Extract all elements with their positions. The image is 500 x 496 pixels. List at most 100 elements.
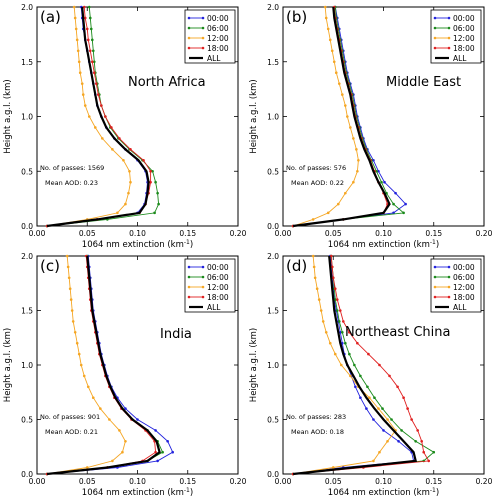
data-point-1200 bbox=[91, 396, 95, 400]
data-point-1200 bbox=[118, 429, 121, 432]
data-point-1800 bbox=[406, 407, 409, 410]
data-point-0600 bbox=[88, 16, 92, 20]
legend-marker bbox=[433, 46, 437, 50]
x-tick-label: 0.00 bbox=[275, 477, 292, 486]
data-point-0000 bbox=[156, 459, 159, 463]
data-point-1200 bbox=[86, 385, 90, 389]
legend-label: 06:00 bbox=[453, 24, 475, 33]
legend-marker bbox=[447, 275, 451, 279]
data-point-1800 bbox=[378, 363, 381, 367]
data-point-1800 bbox=[333, 287, 337, 291]
data-point-1200 bbox=[386, 440, 389, 443]
x-tick-label: 0.20 bbox=[476, 229, 493, 238]
data-point-0000 bbox=[359, 396, 362, 400]
y-tick-label: 0.5 bbox=[267, 167, 279, 176]
data-point-1200 bbox=[127, 191, 130, 195]
data-point-1200 bbox=[85, 466, 89, 469]
x-tick-label: 0.20 bbox=[476, 477, 493, 486]
series-line-ALL bbox=[46, 255, 161, 476]
data-point-0600 bbox=[353, 363, 356, 367]
legend-box bbox=[430, 258, 482, 313]
y-axis-label: Height a.g.l. (km) bbox=[249, 328, 259, 402]
data-point-0000 bbox=[166, 440, 169, 443]
data-point-1200 bbox=[319, 309, 323, 312]
data-point-1200 bbox=[72, 5, 76, 9]
y-tick-label: 1.0 bbox=[267, 361, 279, 370]
data-point-1200 bbox=[330, 49, 334, 53]
data-point-1200 bbox=[111, 148, 114, 151]
y-axis-label: Height a.g.l. (km) bbox=[249, 79, 259, 153]
panel-b: 0.00 0.05 0.10 0.15 0.20 0.0 0.5 1.0 1.5 2.0 1064 … bbox=[249, 3, 493, 250]
legend-label: ALL bbox=[453, 303, 467, 312]
x-tick-label: 0.05 bbox=[79, 477, 96, 486]
data-point-1200 bbox=[326, 27, 330, 31]
legend-label: 00:00 bbox=[207, 263, 229, 272]
legend-marker bbox=[447, 295, 451, 299]
data-point-1800 bbox=[427, 459, 431, 463]
x-tick-label: 0.10 bbox=[129, 477, 146, 486]
data-point-1200 bbox=[317, 298, 321, 301]
data-point-1200 bbox=[77, 60, 81, 64]
data-point-1200 bbox=[331, 466, 335, 469]
data-point-1200 bbox=[99, 407, 102, 410]
data-point-1200 bbox=[74, 27, 78, 31]
data-point-0600 bbox=[373, 396, 376, 400]
data-point-1200 bbox=[349, 374, 352, 378]
legend-marker bbox=[433, 285, 437, 289]
legend-marker bbox=[201, 46, 205, 50]
data-point-1200 bbox=[108, 418, 111, 421]
x-tick-label: 0.00 bbox=[29, 229, 46, 238]
passes-label: No. of passes: 283 bbox=[286, 413, 346, 421]
aod-label: Mean AOD: 0.21 bbox=[45, 428, 98, 436]
data-point-0600 bbox=[359, 374, 362, 378]
data-point-1800 bbox=[410, 418, 413, 421]
series-line-0600 bbox=[293, 255, 435, 475]
data-point-1200 bbox=[386, 418, 389, 421]
y-tick-label: 2.0 bbox=[267, 3, 279, 12]
data-point-1800 bbox=[367, 352, 370, 356]
legend-label: 12:00 bbox=[453, 34, 475, 43]
data-point-1800 bbox=[97, 93, 100, 96]
legend-marker bbox=[433, 295, 437, 299]
data-point-1800 bbox=[416, 429, 419, 432]
legend-marker bbox=[187, 26, 191, 30]
legend-marker bbox=[201, 275, 205, 279]
data-point-1200 bbox=[75, 38, 79, 42]
data-point-1800 bbox=[329, 254, 333, 258]
series-line-1200 bbox=[46, 6, 131, 227]
data-point-1200 bbox=[352, 137, 355, 140]
y-tick-label: 1.0 bbox=[21, 113, 33, 122]
series-line-0000 bbox=[293, 6, 407, 227]
legend-box bbox=[184, 9, 236, 64]
series-line-ALL bbox=[46, 6, 150, 228]
data-point-1200 bbox=[121, 450, 124, 454]
y-tick-label: 0.5 bbox=[21, 167, 33, 176]
series-line-ALL bbox=[292, 6, 391, 228]
x-axis-label: 1064 nm extinction (km-1) bbox=[82, 487, 193, 496]
data-point-0000 bbox=[397, 440, 400, 443]
data-point-1200 bbox=[356, 169, 359, 173]
data-point-0000 bbox=[394, 191, 397, 195]
legend-label: 12:00 bbox=[453, 283, 475, 292]
data-point-0000 bbox=[340, 341, 344, 345]
data-point-1800 bbox=[104, 115, 107, 118]
data-point-1200 bbox=[337, 82, 341, 85]
data-point-1200 bbox=[352, 180, 355, 184]
legend-label: 06:00 bbox=[207, 273, 229, 282]
legend-label: 06:00 bbox=[207, 24, 229, 33]
y-tick-label: 2.0 bbox=[21, 252, 33, 261]
data-point-0600 bbox=[156, 191, 159, 195]
legend-marker bbox=[433, 36, 437, 40]
y-tick-label: 0.0 bbox=[21, 222, 33, 231]
data-point-1800 bbox=[420, 440, 423, 443]
data-point-1800 bbox=[110, 126, 113, 129]
data-point-1800 bbox=[348, 331, 351, 334]
y-tick-label: 1.0 bbox=[21, 361, 33, 370]
data-point-1200 bbox=[344, 104, 347, 107]
panel-label: (b) bbox=[286, 8, 307, 26]
data-point-1200 bbox=[87, 115, 91, 118]
aod-label: Mean AOD: 0.18 bbox=[291, 428, 344, 436]
